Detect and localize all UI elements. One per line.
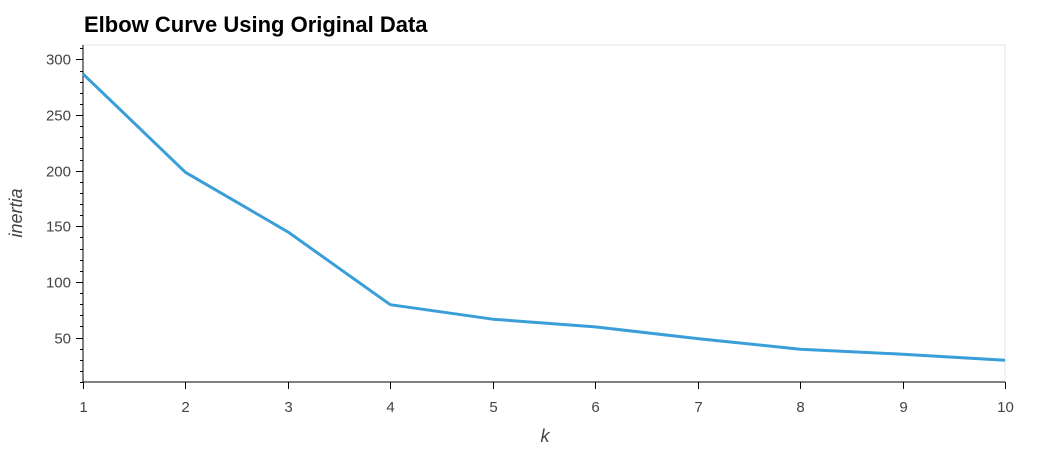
series-group (81, 72, 1006, 362)
y-axis-label: inertia (6, 188, 26, 237)
y-tick-label: 150 (46, 219, 71, 236)
x-tick-label: 10 (997, 399, 1014, 416)
plot-area (82, 44, 1006, 383)
x-tick-label: 3 (284, 399, 292, 416)
x-axis: 1 2 3 4 5 6 7 8 9 10 (79, 381, 1014, 416)
x-tick-label: 6 (591, 399, 599, 416)
y-tick-label: 200 (46, 164, 71, 181)
series-line (81, 72, 1006, 362)
chart-title: Elbow Curve Using Original Data (84, 12, 428, 37)
x-tick-label: 8 (796, 399, 804, 416)
x-axis-label: k (541, 426, 551, 446)
x-tick-label: 1 (79, 399, 87, 416)
x-tick-label: 5 (489, 399, 497, 416)
y-tick-label: 100 (46, 275, 71, 292)
y-tick-label: 50 (54, 331, 71, 348)
x-tick-label: 9 (899, 399, 907, 416)
y-tick-label: 300 (46, 52, 71, 69)
x-tick-label: 4 (386, 399, 394, 416)
x-tick-label: 2 (181, 399, 189, 416)
x-tick-label: 7 (694, 399, 702, 416)
y-tick-label: 250 (46, 108, 71, 125)
y-axis: 50 100 150 200 250 300 (46, 45, 84, 383)
